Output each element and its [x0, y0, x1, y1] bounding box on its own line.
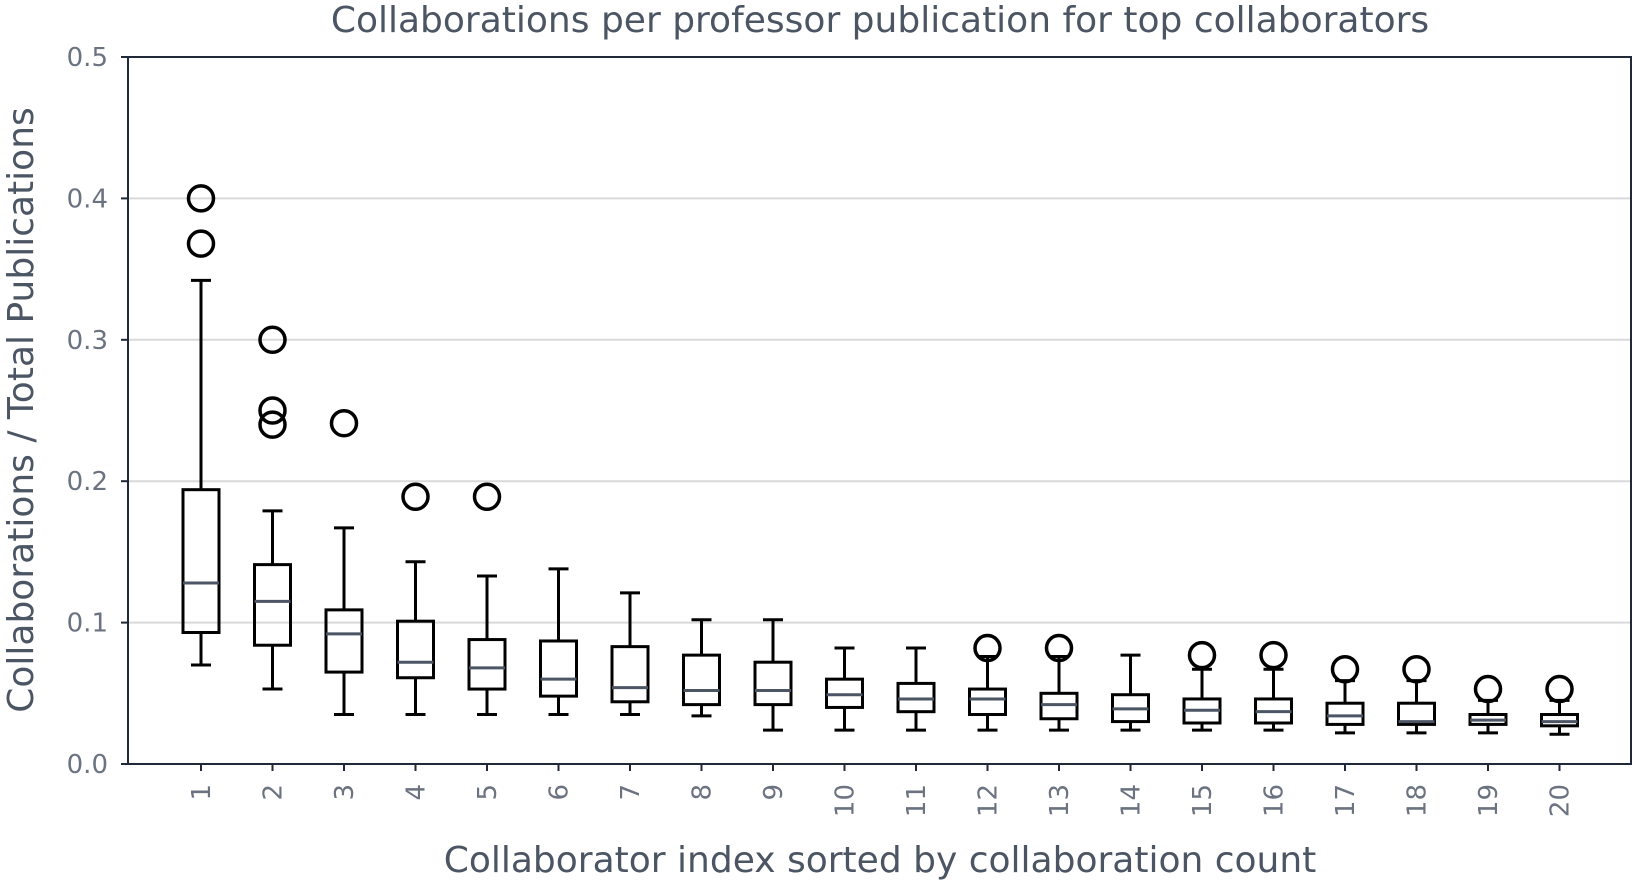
- box-2: [253, 325, 292, 691]
- box-18: [1397, 655, 1436, 735]
- box-15: [1182, 640, 1222, 732]
- iqr-box: [396, 619, 435, 680]
- iqr-box: [1397, 701, 1436, 726]
- y-tick-label: 0.5: [67, 43, 108, 73]
- box-16: [1254, 640, 1293, 732]
- outlier-point: [472, 482, 502, 512]
- box-19: [1468, 674, 1508, 735]
- x-tick-label: 16: [1260, 784, 1290, 817]
- x-tick-label: 13: [1045, 784, 1075, 817]
- x-axis: 1 2 3 4 5 6 7 8 9 10 11 12 13 14 15 16 17 18 19 20: [187, 764, 1576, 817]
- outlier-point: [1187, 640, 1217, 670]
- outlier-point: [1330, 655, 1360, 684]
- box-20: [1540, 674, 1579, 736]
- box-4: [396, 482, 435, 717]
- box-3: [324, 408, 364, 717]
- box-7: [610, 591, 650, 717]
- box-6: [539, 567, 578, 717]
- x-tick-label: 18: [1403, 784, 1433, 817]
- outlier-point: [258, 325, 287, 355]
- x-tick-label: 1: [187, 784, 217, 801]
- x-tick-label: 10: [831, 784, 861, 817]
- box-12: [968, 633, 1007, 732]
- x-tick-label: 14: [1117, 784, 1147, 817]
- iqr-box: [467, 638, 507, 691]
- y-tick-label: 0.1: [67, 609, 108, 639]
- iqr-box: [324, 608, 364, 674]
- x-tick-label: 9: [759, 784, 789, 801]
- boxes: [181, 184, 1579, 736]
- outlier-point: [258, 396, 287, 425]
- iqr-box: [1325, 701, 1365, 726]
- outlier-point: [1259, 640, 1288, 670]
- x-tick-label: 3: [330, 784, 360, 801]
- x-tick-label: 19: [1474, 784, 1504, 817]
- iqr-box: [253, 563, 292, 647]
- outlier-point: [186, 229, 216, 258]
- box-9: [753, 618, 793, 732]
- box-11: [896, 646, 936, 732]
- x-tick-label: 7: [616, 784, 646, 801]
- x-tick-label: 6: [545, 784, 575, 801]
- x-tick-label: 17: [1331, 784, 1361, 817]
- x-tick-label: 12: [974, 784, 1004, 817]
- box-17: [1325, 655, 1365, 735]
- y-axis-label: Collaborations / Total Publications: [1, 107, 42, 713]
- y-tick-label: 0.4: [67, 184, 108, 214]
- y-axis: 0.0 0.1 0.2 0.3 0.4 0.5: [67, 43, 128, 780]
- outlier-point: [1545, 674, 1574, 704]
- outlier-point: [1402, 655, 1431, 684]
- x-axis-label: Collaborator index sorted by collaborati…: [444, 840, 1317, 881]
- box-8: [682, 618, 721, 718]
- x-tick-label: 11: [902, 784, 932, 817]
- y-tick-label: 0.3: [67, 326, 108, 356]
- y-tick-label: 0.2: [67, 467, 108, 497]
- outlier-point: [258, 410, 287, 439]
- outlier-point: [329, 408, 359, 438]
- outlier-point: [401, 482, 430, 512]
- outlier-point: [186, 184, 216, 213]
- x-tick-label: 8: [688, 784, 718, 801]
- iqr-box: [610, 645, 650, 704]
- iqr-box: [181, 488, 221, 634]
- outlier-point: [973, 633, 1002, 663]
- box-10: [825, 646, 864, 732]
- box-14: [1111, 653, 1150, 732]
- chart-title: Collaborations per professor publication…: [331, 0, 1429, 41]
- x-tick-label: 20: [1546, 784, 1576, 817]
- iqr-box: [968, 687, 1007, 717]
- plot-frame: [127, 56, 1632, 765]
- iqr-box: [682, 653, 721, 707]
- box-1: [181, 184, 221, 667]
- box-5: [467, 482, 507, 717]
- x-tick-label: 4: [402, 784, 432, 801]
- x-tick-label: 15: [1188, 784, 1218, 817]
- outlier-point: [1044, 633, 1074, 663]
- x-tick-label: 2: [259, 784, 289, 801]
- box-13: [1039, 633, 1079, 732]
- iqr-box: [539, 639, 578, 698]
- iqr-box: [753, 660, 793, 707]
- x-tick-label: 5: [473, 784, 503, 801]
- gridlines: [128, 197, 1631, 624]
- y-tick-label: 0.0: [67, 750, 108, 780]
- outlier-point: [1473, 674, 1503, 704]
